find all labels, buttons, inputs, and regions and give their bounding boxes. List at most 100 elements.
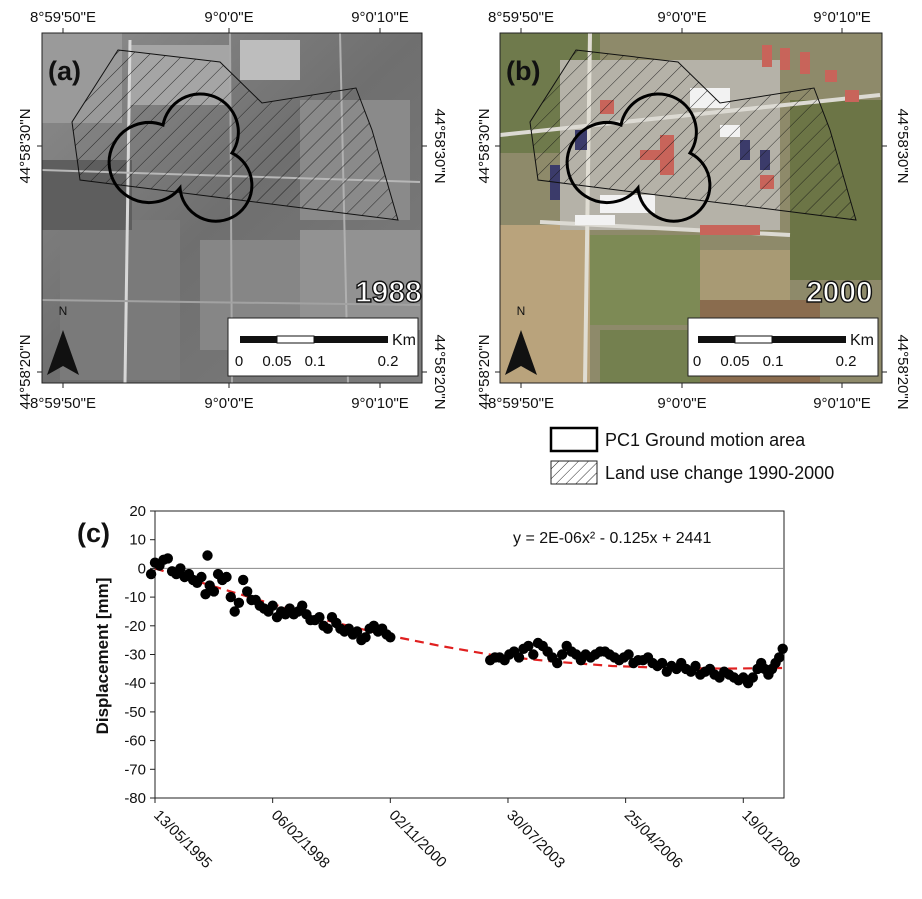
data-point xyxy=(297,600,308,611)
data-point xyxy=(777,643,788,654)
map-legend: PC1 Ground motion area Land use change 1… xyxy=(549,426,834,485)
legend-swatch-land-use xyxy=(550,460,598,485)
y-tick-label: 10 xyxy=(129,532,146,549)
map-b-top-tick-label: 9°0'10"E xyxy=(813,9,871,26)
map-a-land-use-polygon xyxy=(71,49,399,221)
x-tick-label: 19/01/2009 xyxy=(738,807,803,872)
map-a-scale-tick: 0.2 xyxy=(378,353,399,370)
data-point xyxy=(233,597,245,608)
north-label: N xyxy=(517,304,526,318)
map-a-scale-unit: Km xyxy=(392,332,416,349)
map-a-year: 1988 xyxy=(355,276,422,309)
y-tick-label: -30 xyxy=(124,647,146,664)
legend-swatch-ground-motion xyxy=(549,426,599,453)
data-point xyxy=(221,571,232,583)
data-point xyxy=(774,652,785,663)
data-point xyxy=(523,640,534,652)
map-b-frame xyxy=(499,32,883,384)
data-point xyxy=(242,586,253,597)
chart-points xyxy=(145,550,788,689)
y-tick-label: -70 xyxy=(124,761,146,778)
chart-x-axis: 13/05/1995 06/02/1998 02/11/2000 30/07/2003… xyxy=(150,798,804,872)
chart-y-axis: 20 10 0 -10 -20 -30 -40 -50 -60 -70 -80 xyxy=(124,503,155,807)
map-a-top-tick-label: 8°59'50"E xyxy=(30,9,96,26)
map-a-scale-tick: 0.05 xyxy=(262,353,291,370)
y-tick-label: -60 xyxy=(124,733,146,750)
map-b-scale-unit: Km xyxy=(850,332,874,349)
data-point xyxy=(528,649,539,660)
data-point xyxy=(175,563,186,574)
y-tick-label: -10 xyxy=(124,589,146,606)
data-point xyxy=(552,657,563,669)
data-point xyxy=(513,652,525,663)
map-b-bottom-tick-label: 8°59'50"E xyxy=(488,395,554,412)
map-a-right-tick-label: 44°58'30"N xyxy=(431,108,448,183)
map-panel-b: (b) 2000 N Km 0 0.05 0.1 0.2 8°59'50"E 9… xyxy=(476,9,911,412)
map-a-top-tick-label: 9°0'0"E xyxy=(204,9,253,26)
data-point xyxy=(225,591,236,603)
map-b-left-tick-label: 44°58'30"N xyxy=(476,108,493,183)
data-point xyxy=(385,632,396,643)
data-point xyxy=(360,632,371,643)
data-point xyxy=(229,606,240,617)
data-point xyxy=(747,672,758,683)
y-tick-label: -20 xyxy=(124,618,146,635)
map-b-scale-tick: 0.1 xyxy=(763,353,784,370)
map-a-top-tick-label: 9°0'10"E xyxy=(351,9,409,26)
map-b-scale-bar: Km 0 0.05 0.1 0.2 xyxy=(687,317,879,377)
chart-plot-area xyxy=(154,510,785,799)
y-tick-label: -50 xyxy=(124,704,146,721)
map-a-left-tick-label: 44°58'20"N xyxy=(17,334,34,409)
y-tick-label: 20 xyxy=(129,503,146,520)
y-tick-label: -80 xyxy=(124,790,146,807)
map-a-scale-bar: Km 0 0.05 0.1 0.2 xyxy=(227,317,419,377)
map-a-right-tick-label: 44°58'20"N xyxy=(431,334,448,409)
data-point xyxy=(267,600,278,611)
data-point xyxy=(162,553,173,564)
chart-y-axis-label: Displacement [mm] xyxy=(93,578,112,735)
map-a-bottom-tick-label: 9°0'0"E xyxy=(204,395,253,412)
map-a-ticks xyxy=(37,28,427,388)
map-b-scale-tick: 0.2 xyxy=(836,353,857,370)
map-b-ground-motion-outline xyxy=(565,92,712,223)
data-point xyxy=(196,571,207,583)
data-point xyxy=(145,568,157,580)
data-point xyxy=(556,649,568,660)
data-point xyxy=(322,623,333,634)
x-tick-label: 30/07/2003 xyxy=(503,807,568,872)
legend-label-ground-motion: PC1 Ground motion area xyxy=(605,430,806,450)
map-b-north-arrow: N xyxy=(505,304,537,375)
data-point xyxy=(200,589,211,600)
x-tick-label: 02/11/2000 xyxy=(385,807,449,871)
map-b-left-tick-label: 44°58'20"N xyxy=(476,334,493,409)
north-arrow-icon xyxy=(47,330,79,375)
chart-trend-equation: y = 2E-06x² - 0.125x + 2441 xyxy=(513,530,711,547)
data-point xyxy=(690,660,701,672)
x-tick-label: 13/05/1995 xyxy=(150,807,215,872)
north-arrow-icon xyxy=(505,330,537,375)
map-b-land-use-polygon xyxy=(529,49,857,221)
data-point xyxy=(351,626,363,637)
map-b-ticks xyxy=(495,28,887,388)
legend-label-land-use: Land use change 1990-2000 xyxy=(605,463,834,483)
data-point xyxy=(208,586,220,597)
map-b-scale-tick: 0 xyxy=(693,353,701,370)
map-a-north-arrow: N xyxy=(47,304,79,375)
data-point xyxy=(656,657,668,669)
data-point xyxy=(314,612,325,623)
map-b-right-tick-label: 44°58'20"N xyxy=(894,334,911,409)
data-point xyxy=(623,649,634,660)
map-a-scale-tick: 0.1 xyxy=(305,353,326,370)
map-a-ground-motion-outline xyxy=(107,92,254,223)
chart-panel-label: (c) xyxy=(77,518,110,548)
map-a-label: (a) xyxy=(48,56,81,86)
map-b-top-tick-label: 9°0'0"E xyxy=(657,9,706,26)
chart-panel-c: (c) Displacement [mm] y = 2E-06x² - 0.12… xyxy=(77,503,804,872)
north-label: N xyxy=(59,304,68,318)
map-a-bottom-tick-label: 8°59'50"E xyxy=(30,395,96,412)
map-a-left-tick-label: 44°58'30"N xyxy=(17,108,34,183)
map-b-label: (b) xyxy=(506,56,540,86)
map-a-scale-tick: 0 xyxy=(235,353,243,370)
y-tick-label: 0 xyxy=(138,560,146,577)
data-point xyxy=(238,574,249,586)
